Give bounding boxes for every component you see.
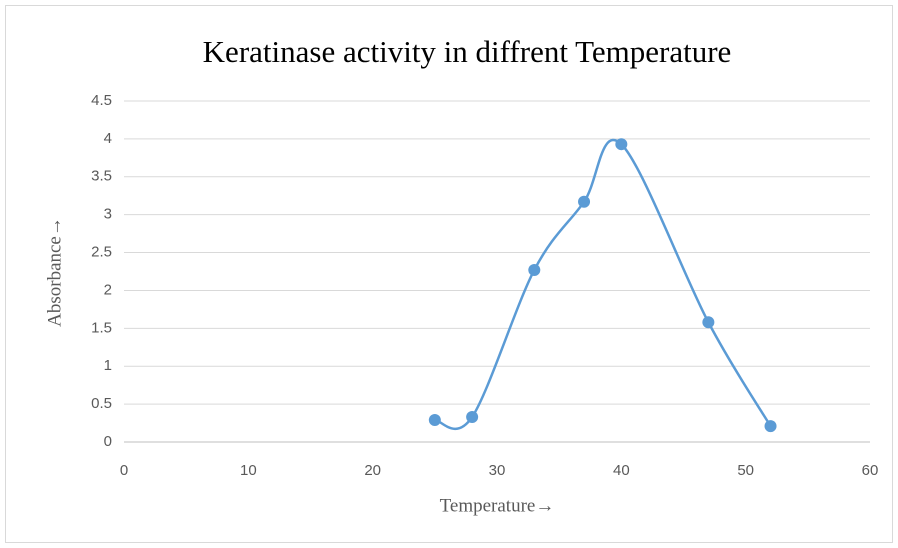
x-axis-label: Temperature→ [440,495,555,516]
x-tick-label: 60 [862,462,879,479]
y-tick-label: 4.5 [91,92,112,109]
x-tick-label: 50 [737,462,754,479]
x-tick-label: 10 [240,462,257,479]
data-point [466,410,479,423]
y-tick-label: 4 [104,130,112,147]
y-tick-label: 3 [104,206,112,223]
y-tick-label: 2 [104,281,112,298]
x-tick-label: 30 [489,462,506,479]
y-tick-label: 0.5 [91,395,112,412]
data-point [702,316,715,329]
chart-title: Keratinase activity in diffrent Temperat… [203,34,732,69]
x-tick-label: 20 [364,462,381,479]
chart-border [5,5,893,543]
data-point [528,263,541,276]
y-tick-label: 2.5 [91,244,112,261]
y-tick-label: 1.5 [91,319,112,336]
y-axis-label: Absorbance→ [44,217,65,327]
data-point [578,195,591,208]
y-tick-label: 3.5 [91,168,112,185]
data-point [428,414,441,427]
data-point [615,138,628,151]
x-tick-label: 40 [613,462,630,479]
data-point [764,420,777,433]
y-tick-label: 0 [104,433,112,450]
y-tick-label: 1 [104,357,112,374]
x-tick-label: 0 [120,462,128,479]
